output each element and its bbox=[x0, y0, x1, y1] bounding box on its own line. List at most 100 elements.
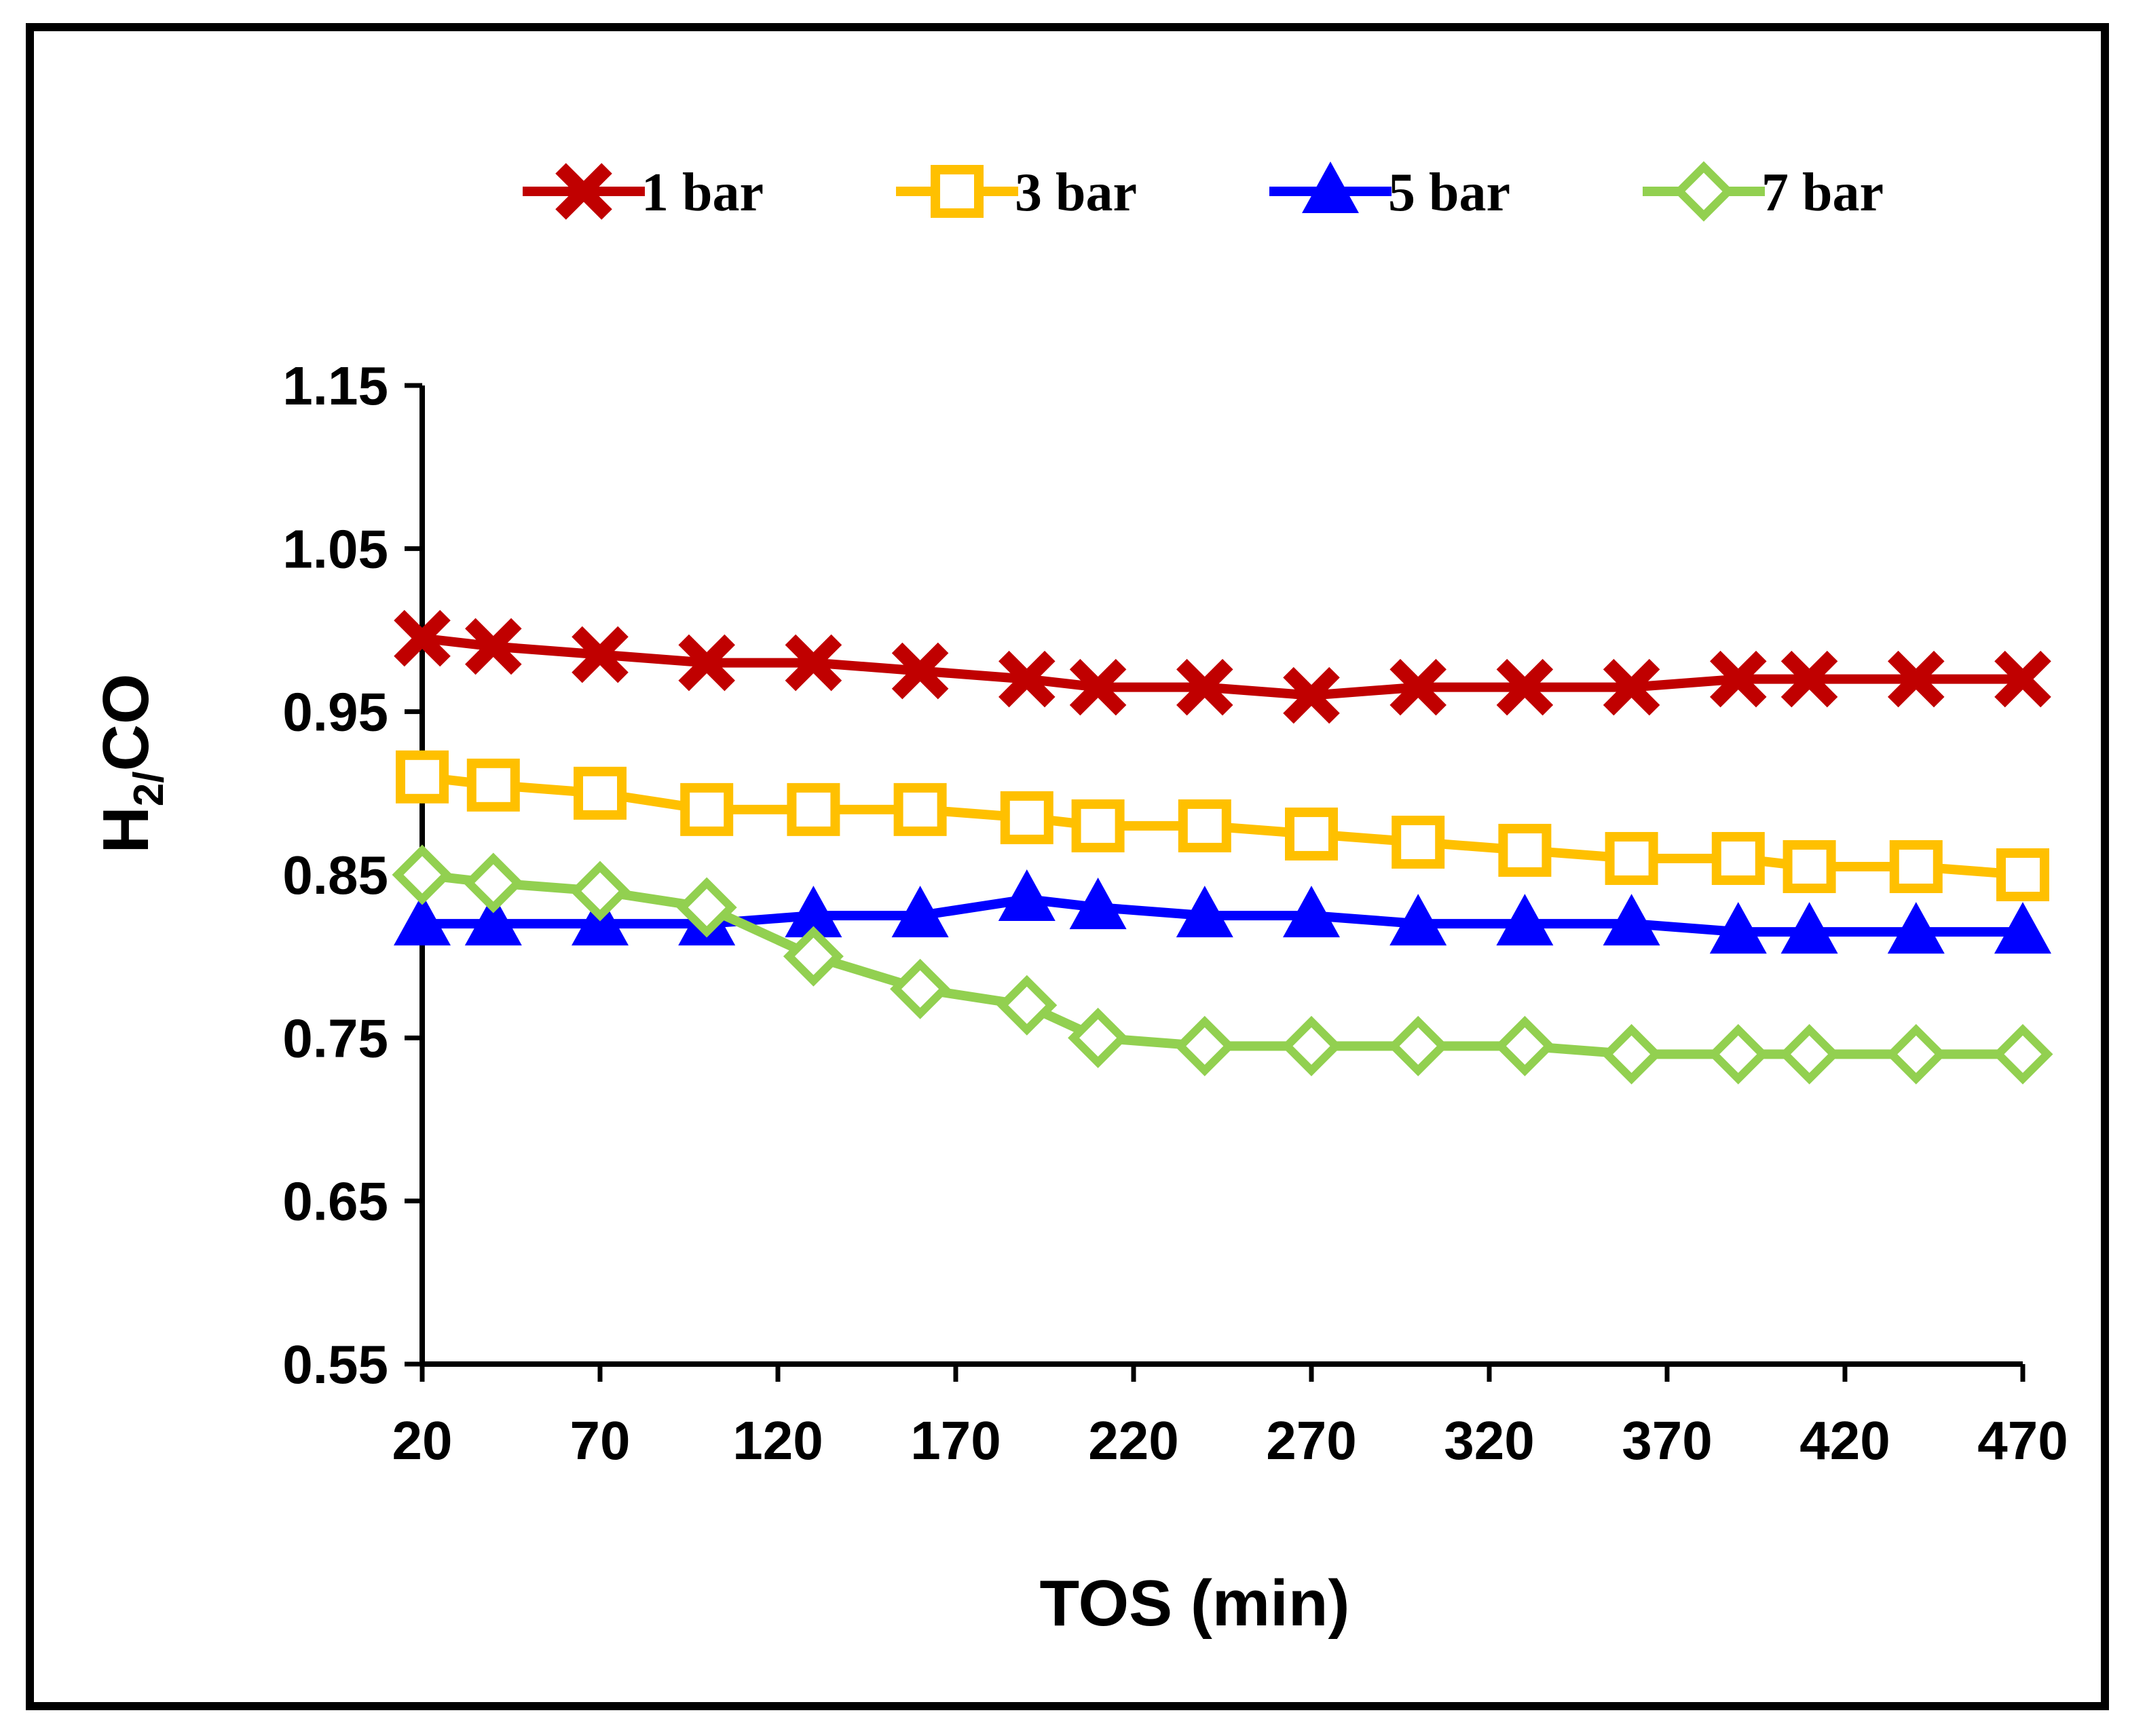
legend-item: 3 bar bbox=[896, 163, 1137, 223]
x-tick-label: 420 bbox=[1799, 1410, 1890, 1471]
data-point bbox=[787, 782, 840, 836]
x-stroke-b bbox=[1888, 650, 1945, 708]
y-tick-label: 0.85 bbox=[282, 845, 388, 905]
data-point bbox=[1283, 886, 1340, 938]
data-point bbox=[891, 886, 949, 938]
legend-item: 5 bar bbox=[1269, 162, 1510, 223]
data-point bbox=[1888, 650, 1945, 708]
series-1-bar bbox=[394, 609, 2051, 724]
data-point bbox=[1069, 878, 1127, 930]
y-ticks: 0.55 0.65 0.75 0.85 0.95 1.05 1.15 bbox=[282, 356, 422, 1395]
y-tick-label: 0.55 bbox=[282, 1334, 388, 1395]
x-tick-label: 270 bbox=[1266, 1410, 1356, 1471]
data-point bbox=[998, 869, 1056, 922]
x-stroke-b bbox=[1069, 658, 1127, 716]
data-point bbox=[783, 926, 844, 987]
y-axis-title-main: H bbox=[90, 806, 162, 853]
x-tick-label: 170 bbox=[910, 1410, 1001, 1471]
data-point bbox=[464, 894, 522, 946]
legend: 1 bar 3 bar 5 bar 7 bar bbox=[523, 161, 1884, 223]
data-point bbox=[1283, 666, 1340, 724]
data-point bbox=[998, 650, 1056, 708]
x-tick-label: 370 bbox=[1622, 1410, 1712, 1471]
x-stroke-b bbox=[678, 634, 735, 692]
data-point bbox=[785, 634, 842, 692]
data-point bbox=[1889, 839, 1943, 893]
data-point bbox=[1498, 823, 1552, 877]
x-stroke-b bbox=[1283, 666, 1340, 724]
data-point bbox=[1387, 1015, 1449, 1076]
data-point bbox=[890, 958, 951, 1019]
data-point bbox=[785, 886, 842, 938]
data-point bbox=[1178, 799, 1231, 852]
x-stroke-b bbox=[1389, 658, 1446, 716]
axes: 0.550.650.750.850.951.051.15 20 70 120 170 2… bbox=[282, 356, 2068, 1471]
x-stroke-b bbox=[1176, 658, 1233, 716]
data-point bbox=[1389, 658, 1446, 716]
x-stroke-b bbox=[465, 618, 522, 675]
series-3-bar bbox=[396, 750, 2049, 901]
series-7-bar bbox=[392, 844, 2053, 1084]
x-axis-title: TOS (min) bbox=[1040, 1567, 1350, 1640]
data-point bbox=[1601, 1023, 1662, 1084]
data-point bbox=[676, 877, 737, 938]
data-point bbox=[572, 626, 629, 683]
data-point bbox=[1708, 1023, 1769, 1084]
data-point bbox=[996, 975, 1058, 1036]
data-point bbox=[1887, 902, 1945, 954]
data-point bbox=[1281, 1015, 1342, 1076]
data-point bbox=[1496, 894, 1554, 946]
data-point bbox=[893, 782, 947, 836]
x-stroke-b bbox=[555, 163, 612, 220]
x-tick-label: 20 bbox=[392, 1410, 453, 1471]
data-point bbox=[1068, 1007, 1129, 1068]
y-axis-title-subscript: 2/ bbox=[126, 771, 172, 806]
data-point bbox=[1069, 658, 1127, 716]
data-point bbox=[570, 861, 631, 922]
data-point bbox=[891, 642, 949, 700]
legend-label: 5 bar bbox=[1388, 163, 1510, 223]
y-axis-title-rest: CO bbox=[90, 673, 162, 771]
series-line bbox=[422, 870, 2023, 1059]
data-point bbox=[1176, 658, 1233, 716]
data-point bbox=[1496, 658, 1554, 716]
x-stroke-b bbox=[1994, 650, 2051, 708]
x-stroke-b bbox=[785, 634, 842, 692]
x-stroke-b bbox=[394, 609, 451, 667]
legend-label: 1 bar bbox=[641, 163, 764, 223]
data-point bbox=[1780, 650, 1838, 708]
data-point bbox=[574, 766, 627, 820]
series-5-bar bbox=[394, 869, 2051, 954]
data-point bbox=[1994, 902, 2051, 954]
data-point bbox=[1779, 1023, 1840, 1084]
data-point bbox=[463, 852, 524, 913]
legend-swatch-marker bbox=[1673, 161, 1734, 222]
x-tick-label: 220 bbox=[1088, 1410, 1178, 1471]
x-tick-label: 70 bbox=[570, 1410, 631, 1471]
data-point bbox=[1285, 807, 1338, 861]
x-stroke-b bbox=[998, 650, 1056, 708]
x-stroke-b bbox=[891, 642, 949, 700]
series-layer bbox=[392, 609, 2053, 1084]
data-point bbox=[1710, 650, 1767, 708]
data-point bbox=[1392, 815, 1445, 869]
data-point bbox=[1389, 894, 1447, 946]
x-stroke-b bbox=[1710, 650, 1767, 708]
data-point bbox=[680, 782, 734, 836]
data-point bbox=[465, 618, 522, 675]
y-axis-title: H2/CO bbox=[90, 673, 172, 853]
data-point bbox=[1176, 886, 1233, 938]
y-tick-label: 0.75 bbox=[282, 1008, 388, 1068]
data-point bbox=[1494, 1015, 1555, 1076]
x-ticks: 20 70 120 170 220 270 320 370 420 470 bbox=[392, 1364, 2068, 1471]
data-point bbox=[392, 844, 453, 905]
data-point bbox=[1000, 791, 1053, 844]
data-point bbox=[1780, 902, 1838, 954]
legend-item: 1 bar bbox=[523, 163, 764, 223]
legend-label: 3 bar bbox=[1015, 163, 1137, 223]
y-tick-label: 0.95 bbox=[282, 682, 388, 742]
data-point bbox=[1711, 831, 1765, 885]
data-point bbox=[1992, 1023, 2053, 1084]
x-tick-label: 470 bbox=[1977, 1410, 2068, 1471]
